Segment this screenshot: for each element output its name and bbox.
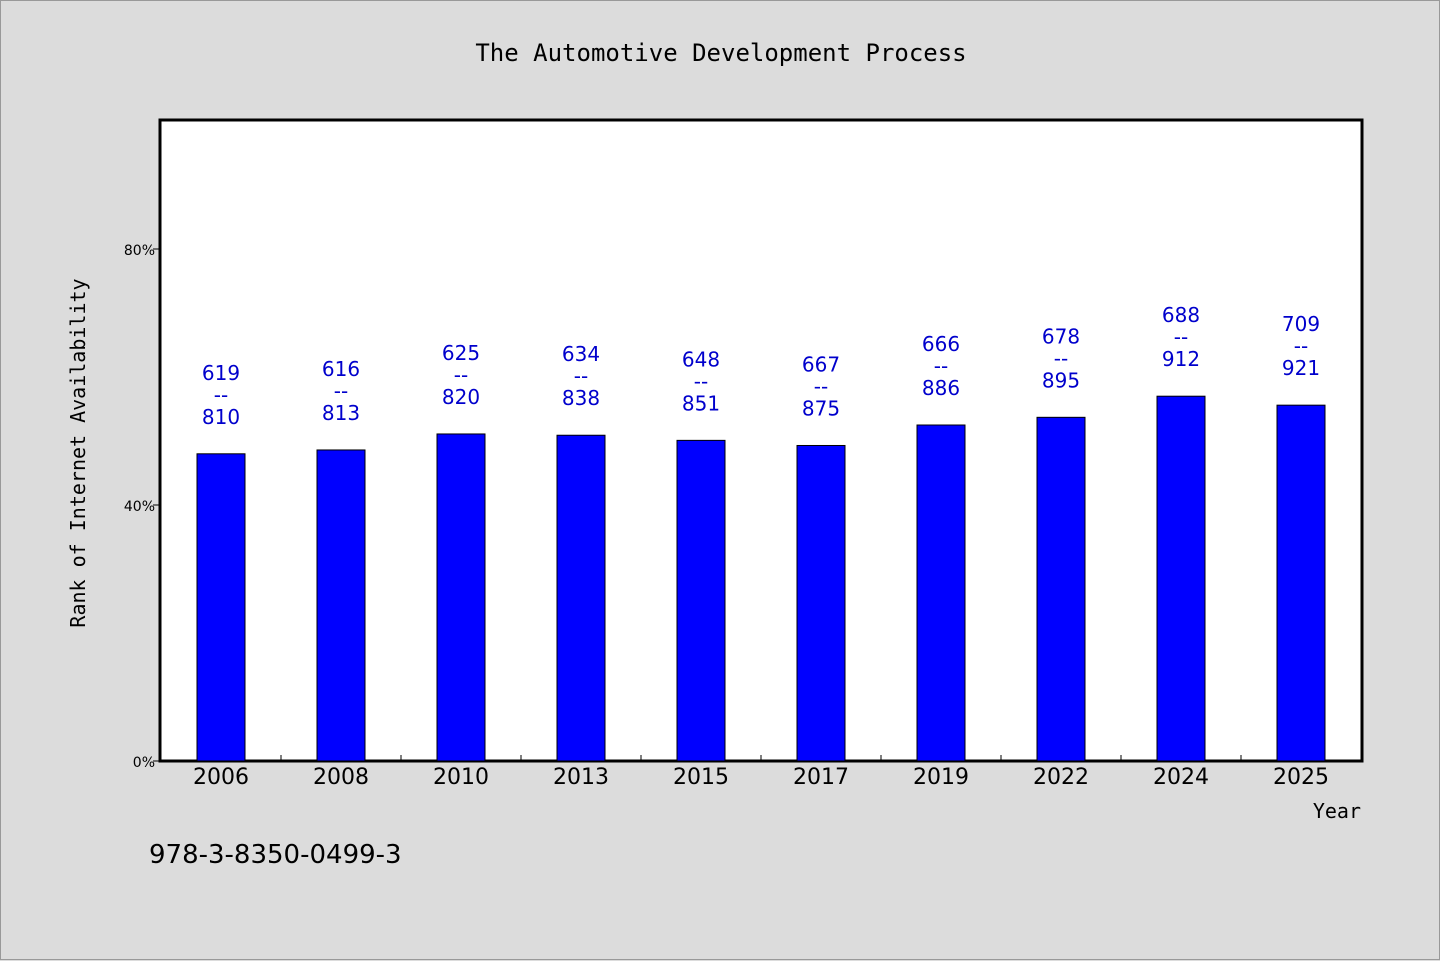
bar-label-2017-line-1: 667 <box>802 352 840 376</box>
bar-2006 <box>196 453 246 762</box>
bar-label-2006-line-1: 619 <box>202 361 240 385</box>
bar-label-2019-line-1: 666 <box>922 332 960 356</box>
bar-2008 <box>316 449 366 762</box>
y-tick-label-40: 40% <box>124 499 155 515</box>
bar-label-2019-line-3: 886 <box>922 376 960 400</box>
bar-2022 <box>1036 416 1086 762</box>
bar-2013 <box>556 434 606 762</box>
isbn-text: 978-3-8350-0499-3 <box>149 840 402 870</box>
bar-label-2017-line-2: -- <box>814 374 828 398</box>
bar-label-2022-line-2: -- <box>1054 346 1068 370</box>
bar-label-2022-line-1: 678 <box>1042 324 1080 348</box>
x-ticks-group: 2006 2008 2010 2013 2015 2017 2019 2022 2024 2025 <box>193 755 1329 790</box>
bar-label-2015-line-3: 851 <box>682 391 720 415</box>
bar-label-2025-line-1: 709 <box>1282 312 1320 336</box>
bar-labels-group: 619--810616--813625--820634--838648--851… <box>202 303 1320 429</box>
bar-label-2024-line-2: -- <box>1174 325 1188 349</box>
bar-label-2008-line-1: 616 <box>322 357 360 381</box>
x-tick-label-2019: 2019 <box>913 765 969 790</box>
bar-label-2025-line-3: 921 <box>1282 356 1320 380</box>
y-tick-label-0: 0% <box>133 755 155 771</box>
bar-2019 <box>916 424 966 762</box>
bar-2010 <box>436 433 486 762</box>
x-tick-label-2013: 2013 <box>553 765 609 790</box>
bar-label-2013-line-1: 634 <box>562 342 600 366</box>
x-tick-label-2017: 2017 <box>793 765 849 790</box>
bar-label-2024-line-1: 688 <box>1162 303 1200 327</box>
bar-2025 <box>1276 404 1326 762</box>
bar-label-2017-line-3: 875 <box>802 396 840 420</box>
x-tick-label-2006: 2006 <box>193 765 249 790</box>
bar-label-2024-line-3: 912 <box>1162 347 1200 371</box>
bar-2015 <box>676 439 726 762</box>
x-tick-label-2025: 2025 <box>1273 765 1329 790</box>
bar-label-2008-line-2: -- <box>334 379 348 403</box>
bar-2017 <box>796 444 846 762</box>
bar-label-2015-line-1: 648 <box>682 347 720 371</box>
x-tick-label-2010: 2010 <box>433 765 489 790</box>
y-axis-label: Rank of Internet Availability <box>66 278 90 627</box>
bar-label-2013-line-3: 838 <box>562 386 600 410</box>
bars-group <box>196 395 1326 762</box>
bar-label-2010-line-1: 625 <box>442 341 480 365</box>
bar-label-2015-line-2: -- <box>694 369 708 393</box>
x-tick-label-2022: 2022 <box>1033 765 1089 790</box>
bar-label-2008-line-3: 813 <box>322 401 360 425</box>
bar-label-2010-line-3: 820 <box>442 385 480 409</box>
bar-label-2006-line-3: 810 <box>202 405 240 429</box>
y-tick-label-80: 80% <box>124 243 155 259</box>
y-ticks-group: 0% 40% 80% <box>124 243 161 771</box>
bar-2024 <box>1156 395 1206 762</box>
bar-label-2025-line-2: -- <box>1294 334 1308 358</box>
x-tick-label-2015: 2015 <box>673 765 729 790</box>
chart-title: The Automotive Development Process <box>475 39 966 67</box>
x-axis-label: Year <box>1313 799 1361 823</box>
bar-label-2010-line-2: -- <box>454 363 468 387</box>
bar-label-2022-line-3: 895 <box>1042 368 1080 392</box>
bar-label-2019-line-2: -- <box>934 354 948 378</box>
x-tick-label-2024: 2024 <box>1153 765 1209 790</box>
bar-label-2013-line-2: -- <box>574 364 588 388</box>
bar-label-2006-line-2: -- <box>214 383 228 407</box>
x-tick-label-2008: 2008 <box>313 765 369 790</box>
